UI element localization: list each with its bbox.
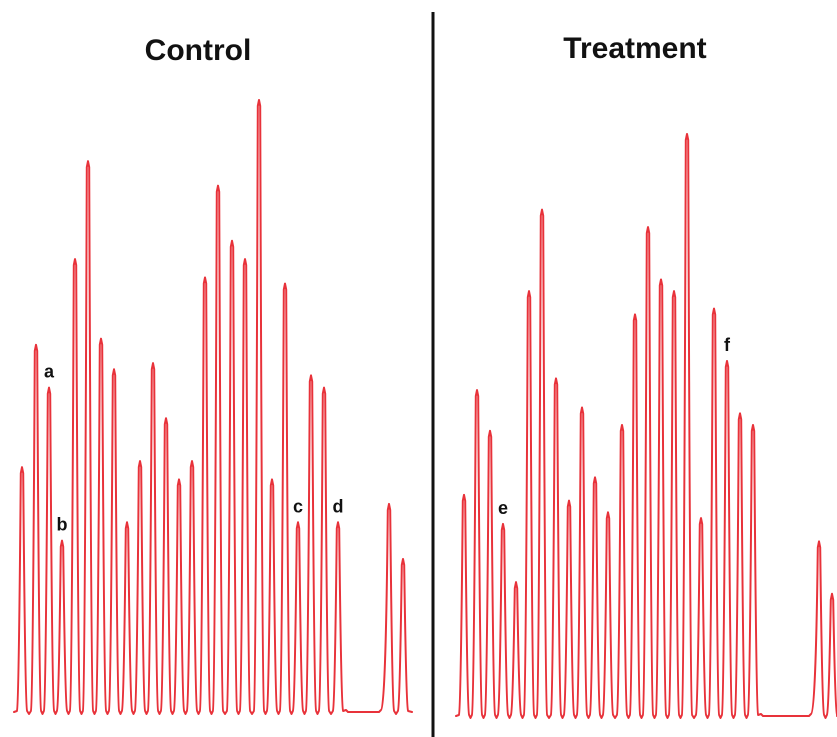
control-peak-7: [100, 337, 102, 340]
control-peak-16: [217, 184, 219, 187]
treatment-peak-23: [752, 424, 754, 426]
control-peak-11: [152, 362, 154, 364]
treatment-peak-6: [528, 290, 530, 292]
treatment-peak-14: [634, 313, 636, 316]
peak-label-f: f: [724, 335, 731, 355]
control-peak-22: [297, 521, 299, 524]
peak-label-c: c: [293, 496, 303, 516]
treatment-peak-1: [463, 494, 465, 496]
treatment-peak-24: [818, 540, 820, 543]
control-peak-19: [258, 99, 260, 101]
treatment-peak-5: [515, 581, 517, 583]
treatment-peak-25: [831, 592, 833, 595]
control-peak-26: [388, 503, 390, 505]
control-peak-20: [271, 478, 273, 481]
treatment-peak-4: [502, 523, 504, 525]
control-peak-6: [87, 160, 89, 162]
control-peak-8: [113, 368, 115, 371]
treatment-peak-10: [581, 406, 583, 409]
treatment-peak-3: [489, 430, 491, 432]
treatment-peak-20: [713, 307, 715, 310]
treatment-peak-12: [607, 511, 609, 514]
treatment-peak-21: [726, 360, 728, 362]
control-peak-4: [61, 539, 63, 542]
treatment-peak-2: [476, 389, 478, 391]
control-peak-27: [402, 558, 404, 560]
peak-label-e: e: [498, 498, 508, 518]
control-panel: a b c d: [13, 99, 413, 715]
control-peak-12: [165, 417, 167, 420]
treatment-peak-9: [568, 499, 570, 502]
treatment-peak-17: [673, 290, 675, 292]
control-peak-25: [337, 521, 339, 524]
control-peak-13: [178, 478, 180, 481]
control-title: Control: [145, 34, 252, 67]
control-peak-1: [21, 466, 23, 469]
treatment-peak-8: [555, 377, 557, 380]
control-peak-10: [139, 460, 141, 462]
peak-label-b: b: [57, 515, 68, 535]
treatment-panel: ef: [455, 133, 837, 719]
peak-label-d: d: [333, 496, 344, 516]
treatment-title: Treatment: [563, 32, 706, 65]
treatment-peak-7: [541, 208, 543, 211]
control-peak-18: [244, 258, 246, 260]
treatment-peak-11: [594, 476, 596, 479]
treatment-peak-22: [739, 412, 741, 415]
treatment-peak-13: [621, 424, 623, 426]
treatment-peak-15: [647, 226, 649, 228]
control-peak-24: [323, 386, 325, 389]
control-peak-5: [74, 258, 76, 260]
control-peak-9: [126, 521, 128, 524]
treatment-trace: [455, 133, 837, 719]
treatment-peak-16: [660, 278, 662, 281]
control-peak-15: [204, 276, 206, 279]
control-peak-17: [231, 239, 233, 242]
control-peak-14: [191, 460, 193, 462]
treatment-peak-19: [700, 517, 702, 519]
control-peak-3: [48, 386, 50, 389]
peak-label-a: a: [44, 362, 55, 382]
control-peak-21: [284, 282, 286, 285]
control-trace: [13, 99, 413, 715]
treatment-peak-18: [686, 133, 688, 135]
control-peak-23: [310, 374, 312, 377]
control-peak-2: [35, 344, 37, 346]
